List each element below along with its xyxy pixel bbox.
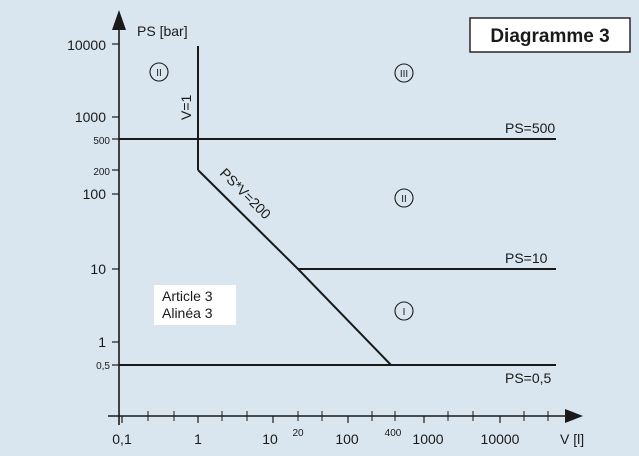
x-axis-arrow	[565, 409, 583, 423]
region-marker-top-left: II	[156, 68, 162, 79]
x-tick-label: 100	[335, 431, 359, 447]
x-tick-label-minor: 400	[385, 428, 402, 439]
diagram-title: Diagramme 3	[490, 26, 609, 47]
y-tick-label-minor: 200	[93, 167, 110, 178]
x-tick-label: 10	[262, 431, 278, 447]
x-axis-label: V [l]	[560, 431, 584, 447]
x-tick-label: 1000	[412, 431, 443, 447]
x-tick-label: 1	[194, 431, 202, 447]
y-tick-label: 10	[90, 261, 106, 277]
note-line-1: Article 3	[162, 288, 213, 304]
x-tick-label-minor: 20	[292, 428, 304, 439]
label-v1: V=1	[178, 94, 194, 120]
region-marker-lower: I	[403, 307, 406, 318]
label-ps-500: PS=500	[505, 120, 555, 136]
label-ps-10: PS=10	[505, 250, 548, 266]
y-tick-label-minor: 500	[93, 136, 110, 147]
region-marker-circle	[394, 188, 414, 208]
x-tick-label: 10000	[481, 431, 520, 447]
label-ps-05: PS=0,5	[505, 370, 552, 386]
y-tick-label: 1000	[75, 109, 106, 125]
region-marker-circle	[394, 301, 414, 321]
title-box	[469, 17, 631, 53]
y-tick-label: 100	[83, 186, 107, 202]
x-tick-label: 0,1	[112, 431, 132, 447]
note-box	[154, 285, 236, 325]
y-tick-label-minor: 0,5	[96, 361, 110, 372]
region-marker-circle	[394, 63, 414, 83]
y-tick-label: 10000	[67, 37, 106, 53]
note-line-2: Alinéa 3	[162, 305, 213, 321]
y-axis-label: PS [bar]	[137, 23, 188, 39]
region-marker-middle: II	[401, 194, 407, 205]
y-tick-label: 1	[98, 334, 106, 350]
region-marker-top-right: III	[400, 69, 408, 80]
y-axis-arrow	[112, 10, 126, 30]
region-marker-circle	[149, 62, 169, 82]
